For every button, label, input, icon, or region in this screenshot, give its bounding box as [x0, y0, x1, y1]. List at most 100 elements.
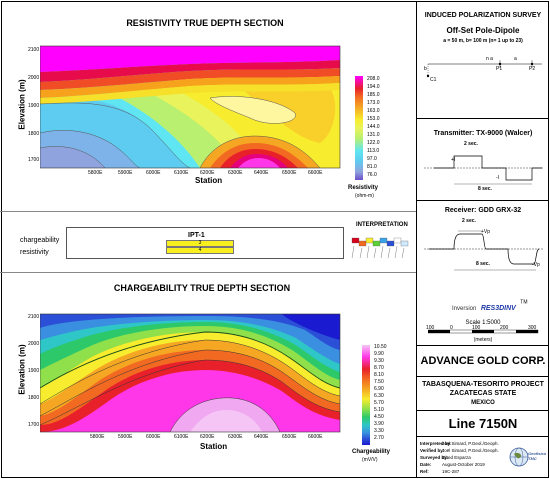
array-type: Off-Set Pole-Dipole — [446, 26, 520, 35]
transmitter-label: Transmitter: TX-9000 (Walcer) — [433, 130, 533, 137]
line-number: Line 7150N — [448, 416, 518, 431]
legend-value: 9.30 — [374, 358, 384, 364]
array-label-p2: P2 — [529, 66, 536, 72]
ytick: 2100 — [28, 314, 40, 320]
panel-separator-2 — [417, 200, 549, 201]
rx-minus: -Vp — [532, 262, 540, 268]
chargeability-section — [40, 313, 341, 433]
scale-tick: 200 — [500, 325, 509, 331]
legend-value: 2.70 — [374, 435, 384, 441]
chargeability-xlabel: Station — [200, 442, 228, 451]
credit-row: Date: August-October 2019 — [420, 462, 485, 467]
legend-value: 208.0 — [367, 76, 380, 82]
credit-row: Ref: 19C-287 — [420, 469, 459, 474]
credit-value: Joël Simard, P.Geol./Geoph. — [442, 448, 499, 453]
resistivity-legend-unit: (ohm-m) — [355, 193, 374, 199]
interp-row-chargeability: chargeability — [20, 237, 60, 244]
legend-value: 194.0 — [367, 84, 380, 90]
ytick: 1700 — [28, 422, 40, 428]
resistivity-ylabel: Elevation (m) — [17, 79, 27, 130]
array-label-n: n a — [486, 56, 493, 62]
xtick: 5800E — [88, 170, 103, 176]
xtick: 6500E — [282, 170, 297, 176]
legend-value: 3.30 — [374, 428, 384, 434]
legend-value: 81.0 — [367, 164, 377, 170]
array-label-a: a — [514, 56, 517, 62]
array-label-c1: C1 — [430, 77, 437, 83]
ytick: 1900 — [28, 103, 40, 109]
xtick: 6400E — [254, 434, 269, 440]
anomaly-label: IPT-1 — [188, 232, 205, 239]
anomaly-value-1: 3 — [198, 240, 202, 246]
legend-value: 163.0 — [367, 108, 380, 114]
credit-value: Obed Esparza — [442, 455, 471, 460]
ytick: 1900 — [28, 368, 40, 374]
credit-value: Joël Simard, P.Geol./Geoph. — [442, 441, 499, 446]
panel-separator-4 — [417, 376, 549, 377]
legend-value: 9.90 — [374, 351, 384, 357]
interp-divider-top — [0, 211, 416, 212]
software-prefix: Inversion — [452, 306, 477, 312]
survey-title: INDUCED POLARIZATION SURVEY — [424, 12, 542, 19]
software-logo: Inversion RES3DINV TM — [452, 297, 528, 315]
legend-value: 144.0 — [367, 124, 380, 130]
state-name: ZACATECAS STATE — [449, 390, 517, 397]
xtick: 6400E — [254, 170, 269, 176]
scale-tick: 100 — [472, 325, 481, 331]
legend-value: 113.0 — [367, 148, 380, 154]
interp-legend-title: INTERPRETATION — [356, 222, 408, 228]
transmitter-waveform — [424, 155, 544, 185]
legend-value: 131.0 — [367, 132, 380, 138]
rx-cycle: 8 sec. — [476, 261, 490, 267]
legend-value: 173.0 — [367, 100, 380, 106]
legend-value: 5.70 — [374, 400, 384, 406]
panel-separator-1 — [417, 118, 549, 119]
xtick: 5900E — [118, 434, 133, 440]
scale-bar — [428, 329, 539, 334]
anomaly-bar-resistivity — [166, 247, 234, 254]
chargeability-legend-bar — [362, 345, 370, 445]
panel-separator-6 — [417, 436, 549, 437]
xtick: 6100E — [174, 170, 189, 176]
legend-value: 3.90 — [374, 421, 384, 427]
chargeability-legend-unit: (mV/V) — [362, 457, 378, 463]
company-logo-globe-icon — [509, 447, 529, 467]
scale-tick: 0 — [450, 325, 453, 331]
ytick: 1800 — [28, 395, 40, 401]
scale-tick: 300 — [528, 325, 537, 331]
resistivity-title: RESISTIVITY TRUE DEPTH SECTION — [126, 18, 284, 28]
legend-value: 76.0 — [367, 172, 377, 178]
xtick: 6600E — [308, 170, 323, 176]
array-diagram — [426, 60, 542, 78]
xtick: 6100E — [174, 434, 189, 440]
credit-key: Ref: — [420, 469, 429, 474]
resistivity-legend-title: Resistivity — [348, 185, 379, 191]
array-params: a = 50 m, b= 100 m (n= 1 up to 23) — [443, 38, 523, 44]
ytick: 2000 — [28, 75, 40, 81]
legend-value: 153.0 — [367, 116, 380, 122]
legend-value: 4.50 — [374, 414, 384, 420]
ytick: 1800 — [28, 131, 40, 137]
rx-period: 2 sec. — [462, 218, 476, 224]
xtick: 6000E — [146, 434, 161, 440]
tx-cycle: 8 sec. — [478, 186, 492, 192]
chargeability-title: CHARGEABILITY TRUE DEPTH SECTION — [113, 283, 291, 293]
receiver-waveform — [424, 230, 544, 271]
xtick: 5800E — [90, 434, 105, 440]
xtick: 6200E — [200, 170, 215, 176]
legend-value: 122.0 — [367, 140, 380, 146]
receiver-label: Receiver: GDD GRX-32 — [444, 207, 522, 214]
array-label-b: b — [424, 66, 427, 72]
right-panel-divider — [416, 1, 417, 478]
tx-period: 2 sec. — [464, 141, 478, 147]
rx-plus: +Vp — [481, 229, 491, 235]
legend-value: 8.10 — [374, 372, 384, 378]
credit-row: Surveyed by: Obed Esparza — [420, 455, 471, 460]
software-tm: TM — [520, 299, 528, 306]
interp-frame — [66, 227, 344, 259]
array-label-p1: P1 — [496, 66, 503, 72]
xtick: 6000E — [146, 170, 161, 176]
chargeability-legend-title: Chargeability — [352, 449, 391, 455]
interp-divider-bottom — [0, 272, 416, 273]
